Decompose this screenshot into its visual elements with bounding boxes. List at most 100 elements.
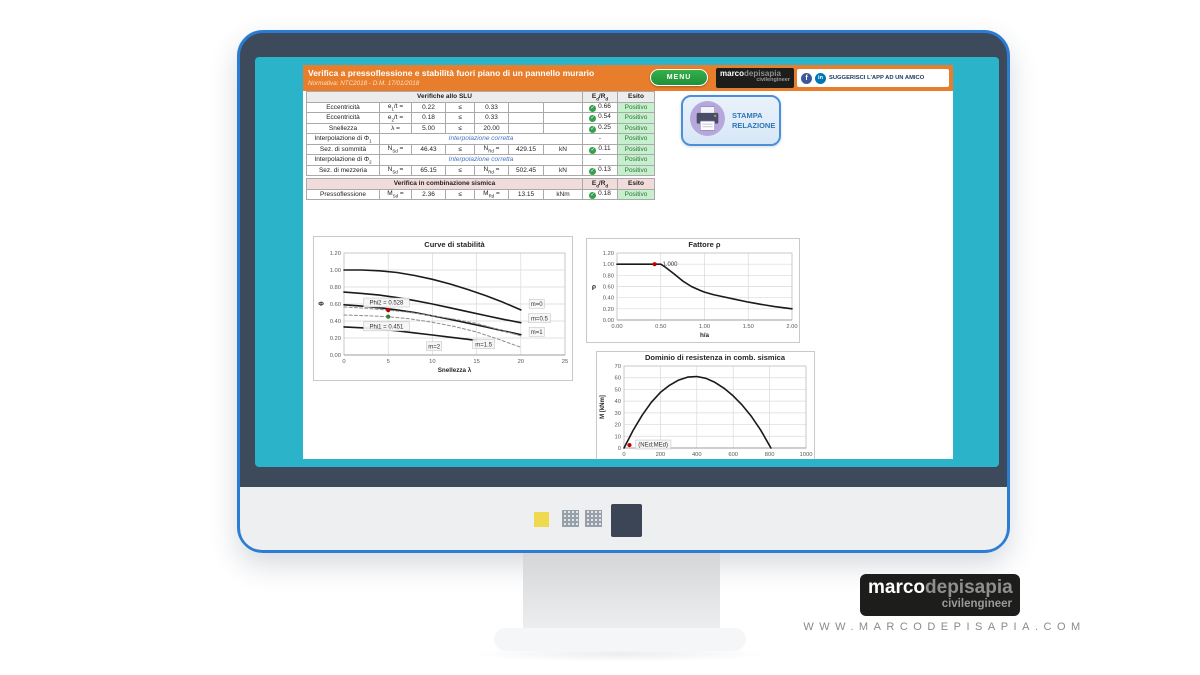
esito-cell: Positivo bbox=[617, 101, 655, 113]
row-label-cell: Snellezza bbox=[306, 122, 380, 134]
value-cell: 2.36 bbox=[411, 188, 446, 200]
svg-text:0.80: 0.80 bbox=[330, 285, 341, 291]
stampa-relazione-button[interactable]: STAMPA RELAZIONE bbox=[681, 95, 781, 146]
value-cell: NSd = bbox=[379, 164, 412, 176]
suggest-app-button[interactable]: f in SUGGERISCI L'APP AD UN AMICO bbox=[797, 69, 949, 87]
value-cell: e2/t = bbox=[379, 112, 412, 124]
svg-text:Fattore ρ: Fattore ρ bbox=[688, 240, 721, 249]
menu-button[interactable]: MENU bbox=[650, 69, 708, 86]
edrd-cell: - bbox=[582, 154, 618, 166]
svg-text:Φ: Φ bbox=[318, 301, 324, 308]
svg-text:m=2: m=2 bbox=[428, 345, 441, 351]
value-cell: 0.33 bbox=[474, 101, 509, 113]
svg-text:0.20: 0.20 bbox=[330, 336, 341, 342]
svg-text:(NEd;MEd): (NEd;MEd) bbox=[638, 443, 668, 449]
esito-cell: Positivo bbox=[617, 112, 655, 124]
value-cell: ≤ bbox=[445, 143, 475, 155]
svg-text:0: 0 bbox=[622, 452, 625, 458]
stampa-label-line2: RELAZIONE bbox=[732, 120, 776, 130]
svg-text:0.00: 0.00 bbox=[603, 318, 614, 324]
svg-text:5: 5 bbox=[387, 359, 390, 365]
monitor-frame: Verifica a pressoflessione e stabilità f… bbox=[237, 30, 1010, 553]
edrd-cell: ✓ 0.11 bbox=[582, 143, 618, 155]
value-cell: 502.45 bbox=[508, 164, 544, 176]
check-icon: ✓ bbox=[589, 125, 597, 133]
edrd-cell: ✓ 0.25 bbox=[582, 122, 618, 134]
footer-brand-light: depisapia bbox=[925, 577, 1013, 598]
svg-text:0.00: 0.00 bbox=[611, 324, 622, 330]
table-row: Snellezza λ = 5.00 ≤20.00 ✓ 0.25 Positivo bbox=[306, 122, 655, 134]
esito-cell: Positivo bbox=[617, 143, 655, 155]
edrd-cell: ✓ 0.18 bbox=[582, 188, 618, 200]
esito-cell: Positivo bbox=[617, 164, 655, 176]
value-cell bbox=[508, 112, 544, 124]
svg-text:0.60: 0.60 bbox=[330, 302, 341, 308]
svg-text:1.000: 1.000 bbox=[663, 262, 679, 268]
monitor-chin bbox=[240, 487, 1007, 550]
value-cell: ≤ bbox=[445, 164, 475, 176]
svg-text:1.00: 1.00 bbox=[699, 324, 710, 330]
svg-text:600: 600 bbox=[728, 452, 738, 458]
value-cell bbox=[508, 101, 544, 113]
svg-text:50: 50 bbox=[615, 387, 621, 393]
app-header-bar: Verifica a pressoflessione e stabilità f… bbox=[303, 65, 953, 91]
svg-text:0.80: 0.80 bbox=[603, 273, 614, 279]
svg-text:0.50: 0.50 bbox=[655, 324, 666, 330]
esito-cell: Positivo bbox=[617, 133, 655, 145]
svg-text:ρ: ρ bbox=[592, 284, 596, 291]
table-row: Sez. di sommità NSd = 46.43 ≤ NRd = 429.15 kN ✓… bbox=[306, 143, 655, 155]
interpolation-status-cell: Interpolazione corretta bbox=[379, 133, 583, 145]
svg-text:m=0.5: m=0.5 bbox=[531, 316, 549, 322]
esito-cell: Positivo bbox=[617, 122, 655, 134]
value-cell bbox=[543, 112, 583, 124]
svg-text:m=1: m=1 bbox=[531, 330, 544, 336]
svg-text:25: 25 bbox=[562, 359, 568, 365]
row-label-cell: Eccentricità bbox=[306, 112, 380, 124]
value-cell: λ = bbox=[379, 122, 412, 134]
svg-text:Snellezza λ: Snellezza λ bbox=[438, 366, 472, 374]
check-icon: ✓ bbox=[589, 146, 597, 154]
value-cell: MRd = bbox=[474, 188, 509, 200]
svg-text:30: 30 bbox=[615, 411, 621, 417]
table-row: Sez. di mezzeria NSd = 65.15 ≤ NRd = 502.45 kN… bbox=[306, 164, 655, 176]
check-icon: ✓ bbox=[589, 115, 597, 123]
svg-text:0.40: 0.40 bbox=[603, 296, 614, 302]
value-cell: kN bbox=[543, 143, 583, 155]
col-header-edrd: Ed/Rd bbox=[582, 178, 618, 190]
edrd-cell: ✓ 0.54 bbox=[582, 112, 618, 124]
value-cell: NSd = bbox=[379, 143, 412, 155]
table-title: Verifiche allo SLU bbox=[306, 91, 583, 103]
svg-text:Dominio di resistenza in comb.: Dominio di resistenza in comb. sismica bbox=[645, 353, 786, 362]
svg-text:15: 15 bbox=[473, 359, 479, 365]
value-cell: 0.22 bbox=[411, 101, 446, 113]
yellow-sticker bbox=[534, 512, 549, 527]
svg-text:1000: 1000 bbox=[800, 452, 813, 458]
header-brand-logo: marcodepisapia civilengineer bbox=[716, 68, 794, 88]
svg-text:2.00: 2.00 bbox=[786, 324, 797, 330]
svg-text:0: 0 bbox=[618, 446, 621, 452]
linkedin-icon[interactable]: in bbox=[815, 72, 826, 84]
value-cell: ≤ bbox=[445, 112, 475, 124]
svg-text:60: 60 bbox=[615, 376, 621, 382]
monitor-stand-neck bbox=[523, 553, 720, 629]
footer-brand-sub: civilengineer bbox=[941, 597, 1012, 610]
facebook-icon[interactable]: f bbox=[801, 72, 812, 84]
row-label-cell: Sez. di mezzeria bbox=[306, 164, 380, 176]
check-icon: ✓ bbox=[589, 191, 597, 199]
qr-code-sticker-2 bbox=[585, 510, 602, 527]
edrd-cell: ✓ 0.13 bbox=[582, 164, 618, 176]
svg-text:m=1.5: m=1.5 bbox=[475, 342, 493, 348]
svg-text:0.20: 0.20 bbox=[603, 307, 614, 313]
interpolation-status-cell: Interpolazione corretta bbox=[379, 154, 583, 166]
svg-text:200: 200 bbox=[656, 452, 666, 458]
chart-dominio-resistenza: 0 10 20 30 40 50 60 70 0 200 400 600 800 1000 (NEd;MEd… bbox=[596, 351, 815, 459]
table-row: Pressoflessione MSd = 2.36 ≤ MRd = 13.15 kNm ✓ 0… bbox=[306, 188, 655, 200]
edrd-cell: ✓ 0.66 bbox=[582, 101, 618, 113]
col-header-esito: Esito bbox=[617, 91, 655, 103]
value-cell: 20.00 bbox=[474, 122, 509, 134]
svg-text:20: 20 bbox=[615, 423, 621, 429]
svg-text:20: 20 bbox=[518, 359, 524, 365]
esito-cell: Positivo bbox=[617, 154, 655, 166]
svg-text:10: 10 bbox=[615, 434, 621, 440]
table-row: Interpolazione di Φ2 Interpolazione corre… bbox=[306, 154, 655, 166]
